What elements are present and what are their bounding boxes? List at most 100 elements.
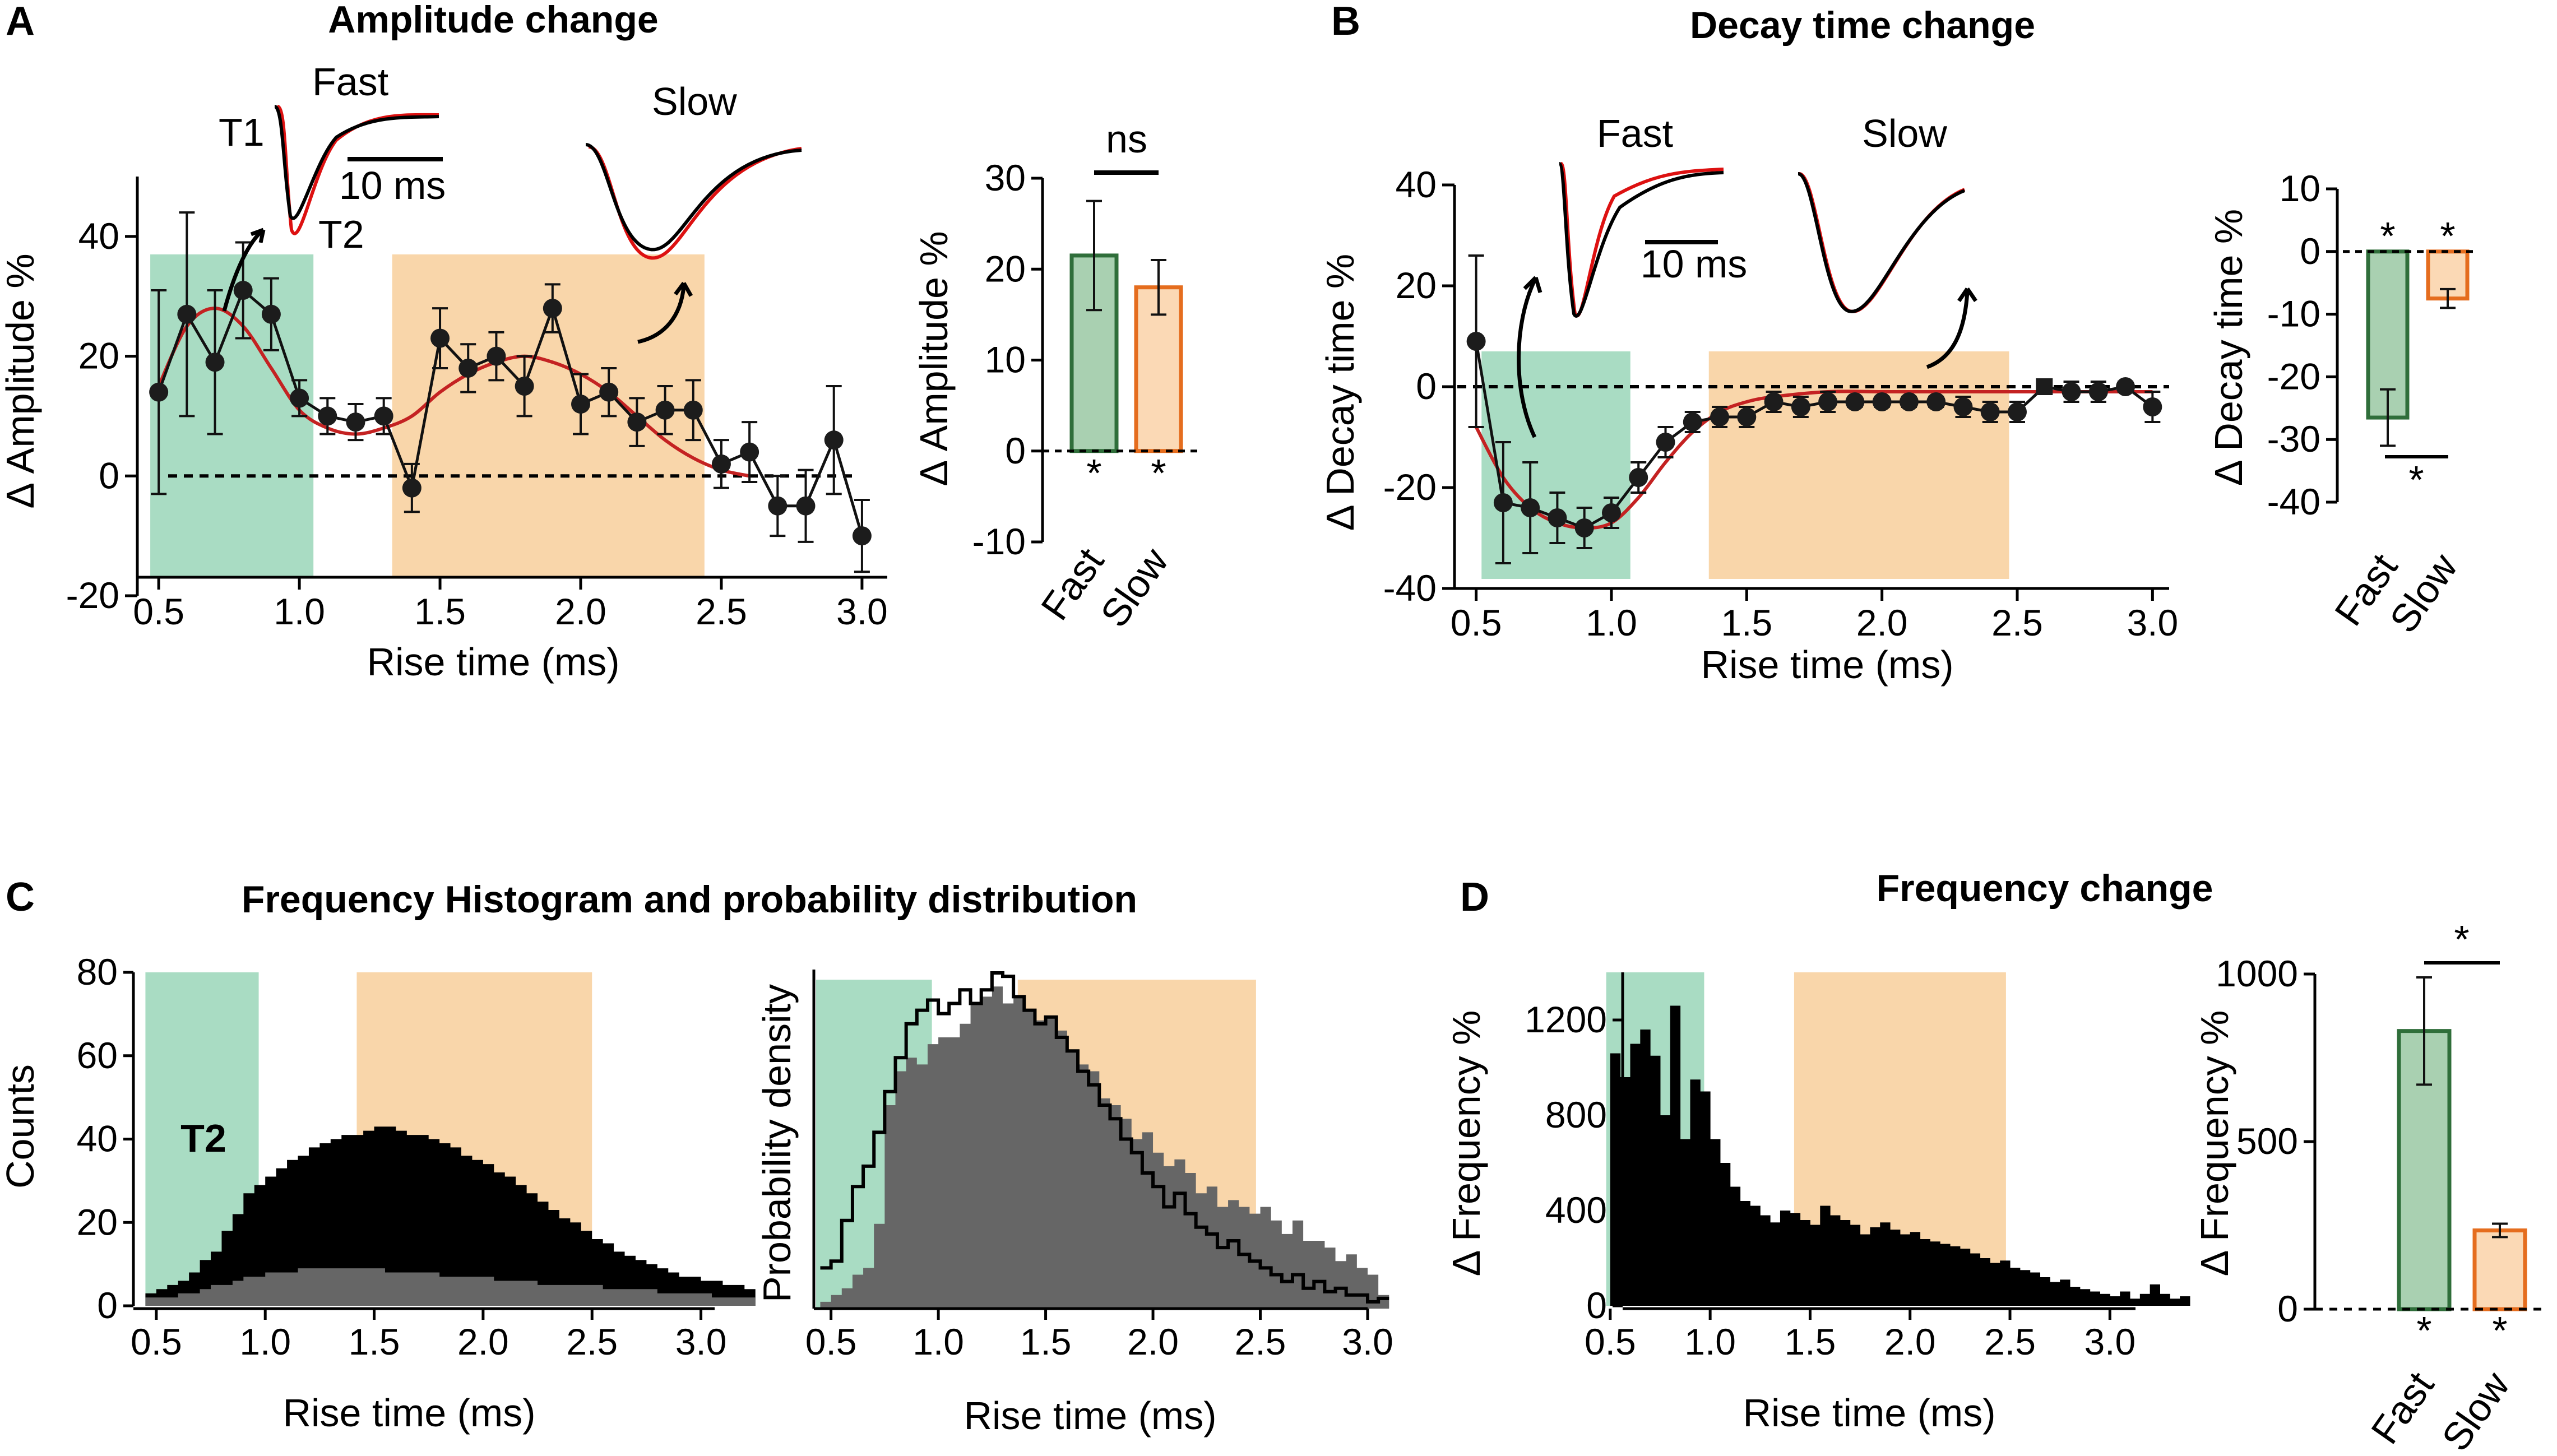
panel-A_main bbox=[149, 211, 872, 577]
y-tick-label: -10 bbox=[972, 521, 1026, 562]
data-point bbox=[2062, 382, 2081, 401]
y-tick-label: -30 bbox=[2267, 418, 2320, 460]
histogram-bar bbox=[1750, 1205, 1761, 1306]
data-point bbox=[1926, 392, 1946, 411]
x-tick-label: 0.5 bbox=[805, 1321, 857, 1362]
x-tick-label: 2.0 bbox=[457, 1321, 509, 1362]
significance-star: * bbox=[2416, 1309, 2431, 1352]
histogram-bar bbox=[2000, 1260, 2011, 1306]
arrow-slow bbox=[637, 285, 686, 344]
probability-histogram bbox=[820, 986, 1389, 1309]
data-point bbox=[318, 406, 337, 426]
x-tick-label: 1.5 bbox=[1785, 1321, 1836, 1362]
histogram-bar bbox=[1700, 1091, 1711, 1306]
fast-range-band bbox=[1481, 351, 1630, 579]
data-point bbox=[2116, 377, 2136, 396]
y-tick-label: 0 bbox=[99, 455, 119, 496]
histogram-bar bbox=[1800, 1220, 1810, 1306]
histogram-bar bbox=[1740, 1201, 1750, 1306]
x-tick-label: 2.5 bbox=[566, 1321, 618, 1362]
fast-trace-label: Fast bbox=[1597, 112, 1673, 155]
histogram-bar bbox=[2019, 1270, 2031, 1306]
chart-title-frequency-change: Frequency change bbox=[1877, 867, 2213, 910]
data-point bbox=[1493, 493, 1513, 512]
histogram-bar bbox=[1850, 1225, 1861, 1306]
y-tick-label: 30 bbox=[985, 157, 1026, 198]
arrow-head bbox=[250, 228, 266, 243]
data-point bbox=[2088, 382, 2108, 401]
y-axis-A_main: -20 0 20 40 bbox=[66, 177, 139, 616]
histogram-bar bbox=[1930, 1241, 1940, 1306]
y-axis-label-a-bar: Δ Amplitude % bbox=[912, 231, 956, 486]
x-tick-label: 1.5 bbox=[349, 1321, 400, 1362]
histogram-bar bbox=[2160, 1293, 2170, 1306]
data-point bbox=[487, 346, 506, 366]
bar-slow bbox=[2472, 1228, 2527, 1311]
data-point bbox=[1683, 412, 1702, 432]
histogram-bar bbox=[1810, 1225, 1821, 1306]
t2-histogram bbox=[145, 1126, 756, 1306]
x-tick-label: 2.0 bbox=[1884, 1321, 1936, 1362]
histogram-bar bbox=[1920, 1239, 1930, 1306]
y-axis-D_bar: 0 500 1000 bbox=[2216, 953, 2317, 1329]
data-point bbox=[1872, 392, 1892, 411]
histogram-bar bbox=[1890, 1230, 1901, 1306]
histogram-bar bbox=[1950, 1246, 1961, 1306]
histogram-bar bbox=[1970, 1253, 1981, 1306]
y-axis-D-hist: 0 400 800 1200 bbox=[1525, 972, 1624, 1326]
x-tick-label: 2.5 bbox=[1984, 1321, 2036, 1362]
x-axis-B_main: 0.5 1.0 1.5 2.0 2.5 3.0 bbox=[1451, 587, 2178, 643]
fast-range-band bbox=[150, 254, 314, 577]
histogram-bar bbox=[2180, 1296, 2190, 1306]
x-tick-label: 3.0 bbox=[836, 591, 888, 632]
t1-trace-slow bbox=[1797, 172, 1966, 313]
y-axis-label-b-bar: Δ Decay time % bbox=[2207, 209, 2250, 486]
y-tick-label: 80 bbox=[77, 951, 118, 993]
x-tick-label: 2.5 bbox=[696, 591, 747, 632]
histogram-bar bbox=[2130, 1299, 2141, 1306]
y-tick-label: 0 bbox=[1005, 430, 1026, 471]
y-tick-label: 0 bbox=[1416, 365, 1437, 407]
histogram-bar bbox=[2120, 1291, 2130, 1306]
data-point bbox=[2036, 378, 2053, 395]
arrow-head bbox=[1523, 276, 1542, 293]
x-axis-label-a: Rise time (ms) bbox=[367, 640, 619, 684]
y-tick-label: -20 bbox=[2267, 355, 2320, 397]
histogram-bar bbox=[2040, 1277, 2050, 1306]
x-tick-label: 2.0 bbox=[1127, 1321, 1179, 1362]
panel-C-prob bbox=[812, 970, 1389, 1309]
data-point bbox=[1548, 508, 1567, 527]
y-tick-label: 0 bbox=[1586, 1285, 1607, 1326]
t1-label: T1 bbox=[268, 1216, 314, 1259]
x-axis-D-hist: 0.5 1.0 1.5 2.0 2.5 3.0 bbox=[1585, 1307, 2136, 1362]
histogram-bar bbox=[1840, 1220, 1851, 1306]
x-axis-label-b: Rise time (ms) bbox=[1701, 643, 1953, 687]
data-point bbox=[683, 400, 703, 420]
x-axis-label-c2: Rise time (ms) bbox=[963, 1394, 1216, 1438]
data-point bbox=[655, 400, 675, 420]
data-point bbox=[261, 304, 281, 324]
data-point bbox=[571, 395, 591, 414]
t1-trace-fast bbox=[1558, 162, 1724, 318]
x-tick-label: 0.5 bbox=[1585, 1321, 1636, 1362]
histogram-bar bbox=[1690, 1079, 1701, 1306]
data-point bbox=[852, 526, 872, 546]
data-point bbox=[1466, 332, 1486, 351]
data-point bbox=[1818, 392, 1838, 411]
data-point bbox=[1710, 407, 1730, 426]
panel-B_main bbox=[1457, 254, 2169, 579]
slow-trace-label: Slow bbox=[1862, 112, 1947, 155]
y-axis-label-d-bar: Δ Frequency % bbox=[2193, 1010, 2236, 1277]
histogram-bar bbox=[1830, 1215, 1841, 1306]
histogram-bar bbox=[2150, 1284, 2160, 1306]
panel-label-a: A bbox=[6, 0, 35, 44]
y-tick-label: 20 bbox=[1396, 265, 1437, 306]
data-point bbox=[290, 388, 309, 408]
histogram-bar bbox=[1780, 1211, 1791, 1306]
x-axis-C-prob: 0.5 1.0 1.5 2.0 2.5 3.0 bbox=[805, 1307, 1393, 1362]
histogram-bar bbox=[1720, 1163, 1731, 1306]
slow-trace-label: Slow bbox=[652, 80, 737, 123]
histogram-bar bbox=[2110, 1296, 2120, 1306]
histogram-bar bbox=[2010, 1268, 2021, 1306]
